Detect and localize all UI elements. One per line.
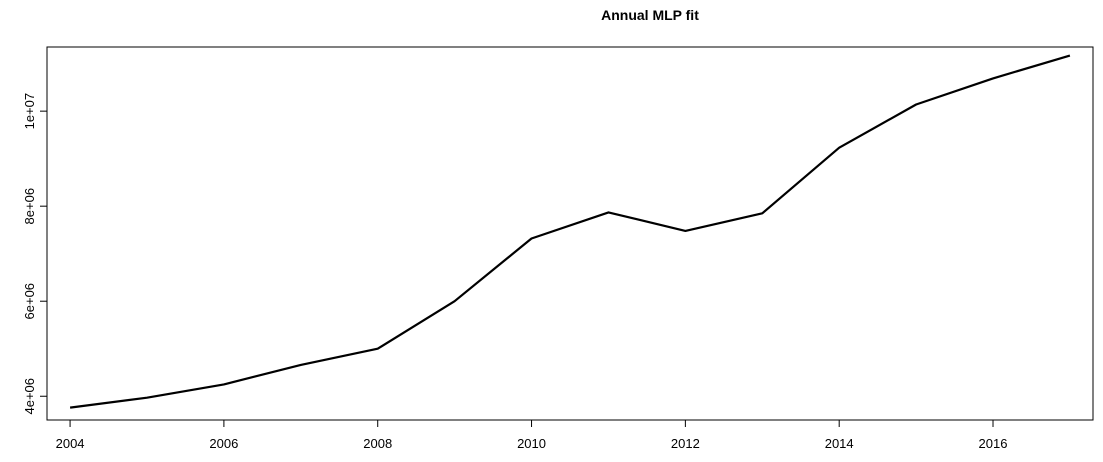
x-tick-label: 2010 xyxy=(517,436,546,451)
y-axis: 4e+06 6e+06 8e+06 1e+07 xyxy=(22,93,48,415)
series-line xyxy=(69,54,1071,409)
x-tick-label: 2006 xyxy=(209,436,238,451)
x-tick-label: 2016 xyxy=(979,436,1008,451)
x-tick-label: 2008 xyxy=(363,436,392,451)
x-tick-label: 2012 xyxy=(671,436,700,451)
y-tick-label: 6e+06 xyxy=(22,283,37,320)
chart-title: Annual MLP fit xyxy=(601,7,699,23)
plot-frame xyxy=(46,46,1094,421)
x-axis: 2004 2006 2008 2010 2012 2014 2016 xyxy=(56,419,1008,451)
y-tick-label: 4e+06 xyxy=(22,378,37,415)
x-tick-label: 2004 xyxy=(56,436,85,451)
y-tick-label: 8e+06 xyxy=(22,188,37,225)
series-group xyxy=(69,54,1071,409)
x-tick-label: 2014 xyxy=(825,436,854,451)
y-tick-label: 1e+07 xyxy=(22,93,37,130)
